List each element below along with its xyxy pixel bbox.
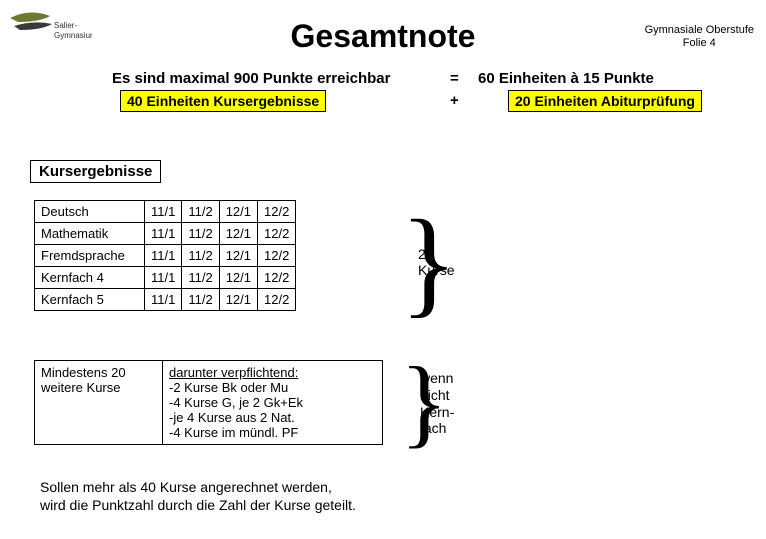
table-cell-semester: 12/1 — [219, 245, 257, 267]
table-cell-semester: 12/2 — [258, 289, 296, 311]
equals-sign: = — [450, 70, 459, 87]
lower-right-line-3: -4 Kurse im mündl. PF — [169, 425, 376, 440]
lower-left-l2: weitere Kurse — [41, 380, 156, 395]
wenn-l2: nicht — [420, 387, 454, 404]
lower-left-cell: Mindestens 20 weitere Kurse — [35, 361, 163, 445]
table-cell-semester: 12/2 — [258, 201, 296, 223]
table-cell-subject: Kernfach 5 — [35, 289, 145, 311]
table-cell-semester: 11/1 — [145, 223, 182, 245]
table-cell-semester: 12/1 — [219, 223, 257, 245]
twenty-kurse-l1: 20 — [418, 246, 455, 262]
header-right-line2: Folie 4 — [645, 37, 754, 50]
header-right-line1: Gymnasiale Oberstufe — [645, 24, 754, 37]
wenn-l4: fach — [420, 420, 454, 437]
twenty-kurse-l2: Kurse — [418, 262, 455, 278]
table-cell-semester: 12/1 — [219, 267, 257, 289]
table-cell-semester: 12/1 — [219, 289, 257, 311]
table-cell-subject: Mathematik — [35, 223, 145, 245]
lower-right-head: darunter verpflichtend: — [169, 365, 376, 380]
table-cell-semester: 12/1 — [219, 201, 257, 223]
table-cell-semester: 11/1 — [145, 289, 182, 311]
table-cell-semester: 11/1 — [145, 267, 182, 289]
lower-right-cell: darunter verpflichtend: -2 Kurse Bk oder… — [163, 361, 383, 445]
wenn-label: wenn nicht Kern- fach — [420, 370, 454, 437]
header-right: Gymnasiale Oberstufe Folie 4 — [645, 24, 754, 50]
lower-table: Mindestens 20 weitere Kurse darunter ver… — [34, 360, 383, 445]
table-cell-semester: 11/2 — [182, 267, 219, 289]
section-title-kursergebnisse: Kursergebnisse — [30, 160, 161, 183]
table-cell-semester: 12/2 — [258, 223, 296, 245]
table-cell-semester: 11/2 — [182, 245, 219, 267]
lower-left-l1: Mindestens 20 — [41, 365, 156, 380]
table-cell-subject: Kernfach 4 — [35, 267, 145, 289]
table-cell-subject: Deutsch — [35, 201, 145, 223]
yellow-box-kursergebnisse: 40 Einheiten Kursergebnisse — [120, 90, 326, 112]
table-cell-semester: 11/1 — [145, 245, 182, 267]
table-cell-semester: 11/2 — [182, 289, 219, 311]
subject-table: Deutsch11/111/212/112/2Mathematik11/111/… — [34, 200, 296, 311]
wenn-l1: wenn — [420, 370, 454, 387]
lower-right-line-0: -2 Kurse Bk oder Mu — [169, 380, 376, 395]
bottom-l2: wird die Punktzahl durch die Zahl der Ku… — [40, 496, 356, 514]
bottom-text: Sollen mehr als 40 Kurse angerechnet wer… — [40, 478, 356, 514]
table-cell-semester: 12/2 — [258, 245, 296, 267]
bottom-l1: Sollen mehr als 40 Kurse angerechnet wer… — [40, 478, 356, 496]
max-points-line: Es sind maximal 900 Punkte erreichbar — [112, 70, 390, 87]
table-cell-semester: 11/2 — [182, 201, 219, 223]
table-cell-subject: Fremdsprache — [35, 245, 145, 267]
lower-right-line-2: -je 4 Kurse aus 2 Nat. — [169, 410, 376, 425]
twenty-kurse-label: 20 Kurse — [418, 246, 455, 278]
sixty-units-text: 60 Einheiten à 15 Punkte — [478, 70, 654, 87]
table-cell-semester: 11/2 — [182, 223, 219, 245]
table-cell-semester: 12/2 — [258, 267, 296, 289]
yellow-box-abitur: 20 Einheiten Abiturprüfung — [508, 90, 702, 112]
table-cell-semester: 11/1 — [145, 201, 182, 223]
wenn-l3: Kern- — [420, 404, 454, 421]
plus-sign: + — [450, 92, 459, 109]
lower-right-line-1: -4 Kurse G, je 2 Gk+Ek — [169, 395, 376, 410]
